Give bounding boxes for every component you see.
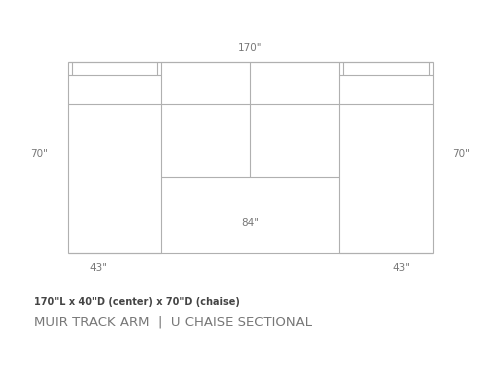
Text: 84": 84" [241, 218, 259, 228]
Text: 70": 70" [30, 149, 48, 159]
Text: 170": 170" [238, 43, 262, 53]
Text: 43": 43" [90, 263, 108, 273]
Text: 170"L x 40"D (center) x 70"D (chaise): 170"L x 40"D (center) x 70"D (chaise) [34, 297, 240, 307]
Text: MUIR TRACK ARM  |  U CHAISE SECTIONAL: MUIR TRACK ARM | U CHAISE SECTIONAL [34, 316, 312, 329]
Text: 70": 70" [452, 149, 470, 159]
Text: 43": 43" [392, 263, 410, 273]
